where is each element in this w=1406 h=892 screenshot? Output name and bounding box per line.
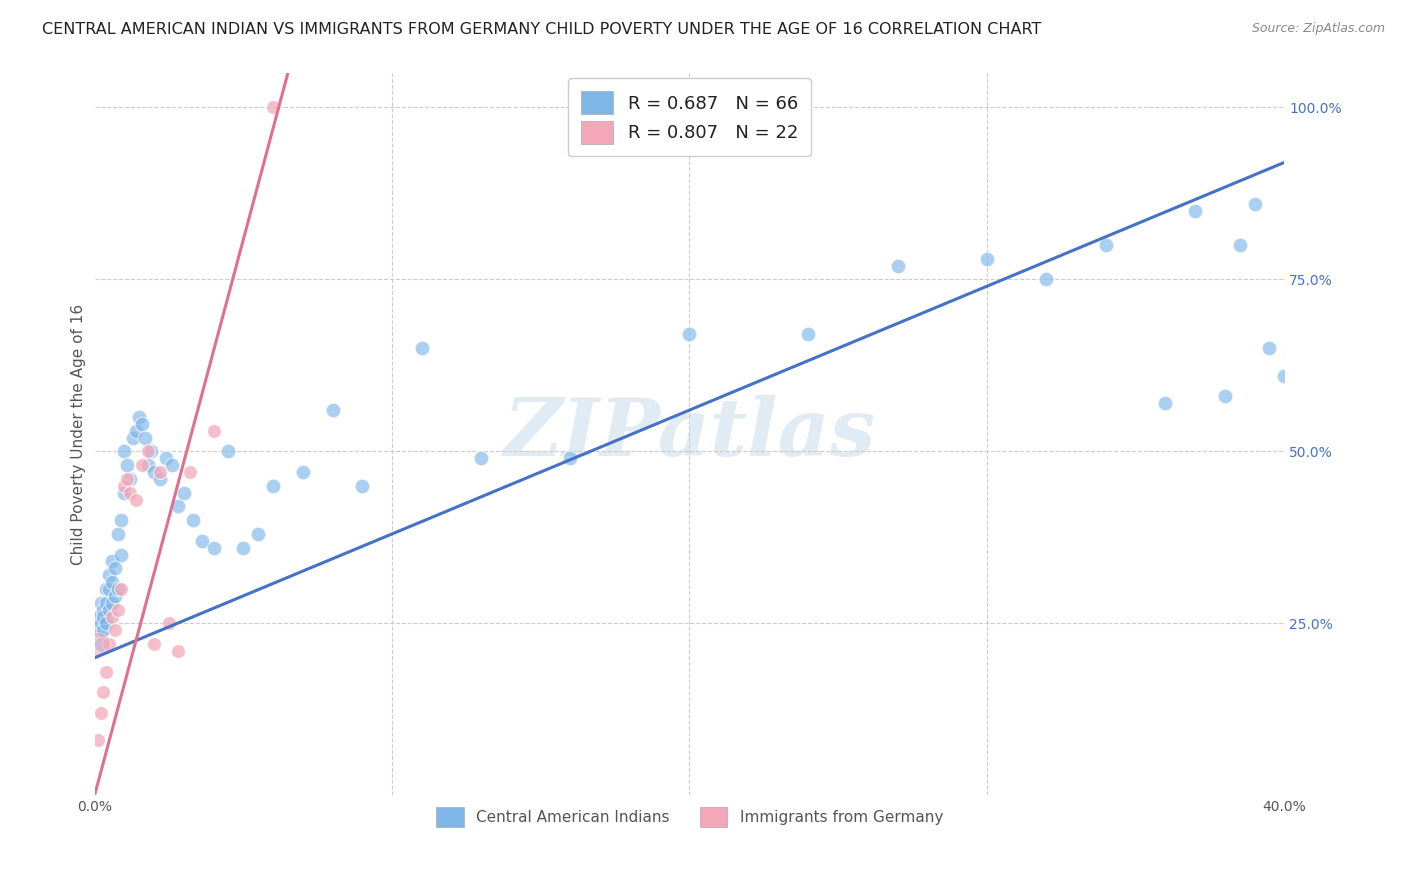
Point — [160, 458, 183, 472]
Point — [110, 513, 132, 527]
Point — [190, 533, 212, 548]
Point — [117, 472, 139, 486]
Point — [86, 624, 108, 638]
Point — [98, 568, 121, 582]
Point — [89, 637, 111, 651]
Point — [262, 479, 284, 493]
Point — [120, 485, 142, 500]
Point — [797, 327, 820, 342]
Point — [131, 458, 153, 472]
Point — [149, 472, 172, 486]
Text: CENTRAL AMERICAN INDIAN VS IMMIGRANTS FROM GERMANY CHILD POVERTY UNDER THE AGE O: CENTRAL AMERICAN INDIAN VS IMMIGRANTS FR… — [42, 22, 1042, 37]
Point — [1272, 368, 1295, 383]
Point — [86, 733, 108, 747]
Point — [217, 444, 239, 458]
Point — [1229, 238, 1251, 252]
Point — [143, 637, 166, 651]
Point — [89, 706, 111, 720]
Point — [98, 602, 121, 616]
Point — [104, 589, 127, 603]
Point — [117, 458, 139, 472]
Point — [110, 548, 132, 562]
Point — [120, 472, 142, 486]
Point — [136, 458, 159, 472]
Point — [110, 582, 132, 596]
Point — [101, 554, 124, 568]
Point — [976, 252, 998, 266]
Point — [112, 444, 135, 458]
Point — [101, 596, 124, 610]
Point — [411, 341, 433, 355]
Point — [131, 417, 153, 431]
Point — [86, 637, 108, 651]
Point — [107, 602, 129, 616]
Point — [93, 609, 115, 624]
Point — [107, 582, 129, 596]
Point — [149, 465, 172, 479]
Point — [96, 616, 118, 631]
Point — [155, 451, 177, 466]
Point — [93, 602, 115, 616]
Point — [470, 451, 492, 466]
Point — [247, 527, 270, 541]
Point — [352, 479, 374, 493]
Point — [104, 561, 127, 575]
Point — [157, 616, 180, 631]
Point — [93, 685, 115, 699]
Point — [166, 644, 188, 658]
Point — [173, 485, 195, 500]
Point — [125, 424, 148, 438]
Point — [86, 609, 108, 624]
Point — [122, 431, 145, 445]
Point — [560, 451, 582, 466]
Y-axis label: Child Poverty Under the Age of 16: Child Poverty Under the Age of 16 — [72, 303, 86, 565]
Point — [1258, 341, 1281, 355]
Point — [134, 431, 156, 445]
Point — [143, 465, 166, 479]
Point — [107, 527, 129, 541]
Point — [96, 596, 118, 610]
Text: Source: ZipAtlas.com: Source: ZipAtlas.com — [1251, 22, 1385, 36]
Point — [166, 500, 188, 514]
Point — [291, 465, 314, 479]
Point — [232, 541, 254, 555]
Point — [89, 616, 111, 631]
Legend: Central American Indians, Immigrants from Germany: Central American Indians, Immigrants fro… — [429, 800, 950, 835]
Point — [202, 541, 225, 555]
Point — [98, 637, 121, 651]
Point — [98, 582, 121, 596]
Point — [1184, 203, 1206, 218]
Point — [125, 492, 148, 507]
Point — [262, 100, 284, 114]
Point — [179, 465, 201, 479]
Point — [93, 624, 115, 638]
Point — [322, 403, 344, 417]
Point — [202, 424, 225, 438]
Point — [1095, 238, 1118, 252]
Point — [104, 624, 127, 638]
Point — [181, 513, 204, 527]
Point — [1154, 396, 1177, 410]
Point — [139, 444, 162, 458]
Point — [101, 575, 124, 590]
Point — [678, 327, 700, 342]
Point — [1213, 389, 1236, 403]
Point — [96, 665, 118, 679]
Point — [112, 479, 135, 493]
Point — [886, 259, 908, 273]
Point — [136, 444, 159, 458]
Point — [128, 409, 150, 424]
Point — [1035, 272, 1057, 286]
Point — [89, 616, 111, 631]
Point — [112, 485, 135, 500]
Point — [96, 582, 118, 596]
Point — [101, 609, 124, 624]
Point — [89, 596, 111, 610]
Point — [1243, 196, 1265, 211]
Text: ZIPatlas: ZIPatlas — [503, 395, 876, 473]
